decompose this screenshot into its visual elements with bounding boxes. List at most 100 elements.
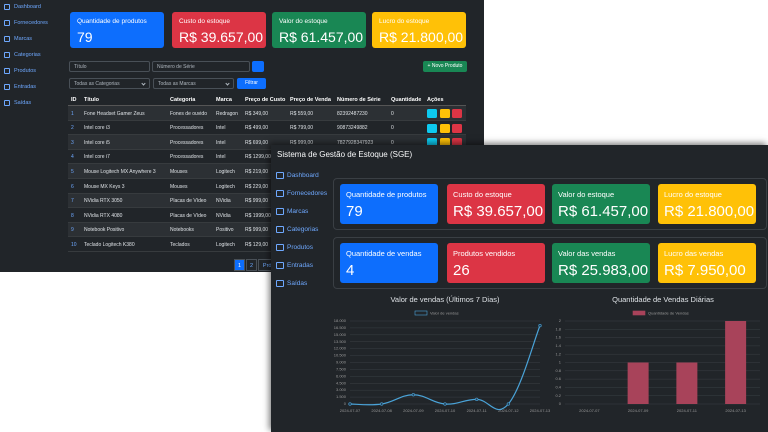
y-tick-label: 18.000: [334, 318, 347, 323]
table-cell: Mouses: [170, 183, 188, 190]
card-label: Quantidade de produtos: [346, 190, 427, 199]
y-tick-label: 0: [344, 401, 347, 406]
action-button[interactable]: [427, 123, 437, 133]
page-link[interactable]: 1: [234, 259, 245, 271]
x-tick-label: 2024-07-13: [725, 408, 746, 413]
sidebar-link[interactable]: Entradas: [14, 84, 37, 90]
table-cell: Fone Headset Gamer Zeus: [84, 110, 145, 117]
sidebar-link[interactable]: Categorias: [287, 226, 319, 233]
table-cell: Mouses: [170, 168, 188, 175]
y-tick-label: 4.500: [336, 380, 347, 385]
input-text: Título: [74, 64, 87, 70]
card-value: R$ 61.457,00: [558, 203, 649, 220]
search-button[interactable]: [252, 61, 264, 72]
action-button[interactable]: [439, 138, 450, 148]
card-value: 26: [453, 262, 470, 279]
y-tick-label: 12.000: [334, 346, 347, 351]
sidebar-link[interactable]: Marcas: [14, 36, 33, 42]
bar: [627, 362, 649, 404]
category-select[interactable]: Todas as Categorias: [69, 78, 150, 89]
card-label: Quantidade de vendas: [346, 249, 422, 258]
card-label: Produtos vendidos: [453, 249, 516, 258]
sidebar-link[interactable]: Fornecedores: [287, 190, 328, 197]
y-tick-label: 3.000: [336, 387, 347, 392]
x-tick-label: 2024-07-07: [579, 408, 600, 413]
sidebar-icon: [276, 226, 284, 233]
table-cell: R$ 699,00: [245, 139, 269, 146]
table-cell: Processadores: [170, 139, 204, 146]
table-row: [68, 120, 466, 136]
table-cell: Mouse Logitech MX Anywhere 3: [84, 168, 156, 175]
stat-card: Lucro do estoque R$ 21.800,00: [658, 184, 756, 224]
row-id: 3: [71, 139, 74, 146]
sidebar-link[interactable]: Entradas: [287, 262, 314, 269]
x-tick-label: 2024-07-10: [435, 408, 456, 413]
legend-swatch: [414, 310, 428, 316]
input-text: Todas as Marcas: [158, 81, 196, 87]
point: [475, 397, 479, 401]
action-button[interactable]: [452, 138, 462, 148]
brand-select[interactable]: Todas as Marcas: [153, 78, 234, 89]
sidebar-link[interactable]: Produtos: [14, 68, 37, 74]
y-tick-label: 1: [559, 360, 562, 365]
table-cell: Processadores: [170, 154, 204, 161]
table-header: Número de Série: [337, 97, 381, 103]
card-value: R$ 61.457,00: [279, 29, 364, 45]
table-header: Categoria: [170, 97, 196, 103]
title-input[interactable]: Título: [69, 61, 150, 72]
action-button[interactable]: [427, 138, 437, 148]
sidebar-icon: [276, 280, 284, 287]
table-cell: Processadores: [170, 125, 204, 132]
sidebar-link[interactable]: Dashboard: [14, 4, 41, 10]
button-text: Filtrar: [245, 80, 258, 86]
x-tick-label: 2024-07-11: [677, 408, 698, 413]
x-tick-label: 2024-07-07: [340, 408, 361, 413]
sidebar-link[interactable]: Saídas: [14, 100, 32, 106]
table-cell: R$ 999,00: [290, 139, 314, 146]
stat-card: Valor do estoque R$ 61.457,00: [272, 12, 366, 48]
table-cell: Teclado Logitech K380: [84, 241, 135, 248]
card-label: Lucro do estoque: [664, 190, 722, 199]
page-link[interactable]: 2: [246, 259, 257, 271]
card-label: Lucro do estoque: [379, 18, 430, 25]
table-cell: 90873249882: [337, 125, 368, 132]
action-button[interactable]: [452, 123, 462, 133]
sidebar-link[interactable]: Fornecedores: [14, 20, 48, 26]
table-cell: Fones de ouvido: [170, 110, 207, 117]
legend-swatch: [632, 310, 646, 316]
table-cell: 0: [391, 139, 394, 146]
action-button[interactable]: [452, 109, 462, 118]
filter-button[interactable]: Filtrar: [237, 78, 266, 89]
y-tick-label: 1.8: [555, 326, 561, 331]
sidebar-link[interactable]: Saídas: [287, 280, 308, 287]
sidebar-link[interactable]: Marcas: [287, 208, 309, 215]
legend-label: Valor de vendas: [430, 310, 459, 315]
card-value: R$ 39.657,00: [179, 29, 264, 45]
card-group: Quantidade de produtos 79 Custo do estoque…: [333, 178, 767, 230]
sidebar-link[interactable]: Dashboard: [287, 172, 319, 179]
table-cell: R$ 229,00: [245, 183, 269, 190]
stat-card: Valor do estoque R$ 61.457,00: [552, 184, 650, 224]
y-tick-label: 10.500: [334, 353, 347, 358]
y-tick-label: 0: [559, 401, 562, 406]
action-button[interactable]: [427, 109, 437, 118]
table-header: Quantidade: [391, 97, 422, 103]
card-group: Quantidade de vendas 4 Produtos vendidos 26…: [333, 237, 767, 289]
row-id: 5: [71, 168, 74, 175]
card-label: Lucro das vendas: [664, 249, 724, 258]
page-text: 2: [249, 262, 254, 269]
sidebar-link[interactable]: Produtos: [287, 244, 314, 251]
table-cell: R$ 999,00: [245, 198, 269, 205]
products-window: Dashboard Fornecedores Marcas Categorias Pro…: [0, 0, 484, 272]
y-tick-label: 15.000: [334, 332, 347, 337]
y-tick-label: 1.2: [555, 351, 561, 356]
card-value: 79: [77, 29, 93, 45]
sidebar-link[interactable]: Categorias: [14, 52, 41, 58]
stat-card: Custo do estoque R$ 39.657,00: [172, 12, 266, 48]
action-button[interactable]: [439, 123, 450, 133]
table-cell: 0: [391, 125, 394, 132]
new-product-button[interactable]: + Novo Produto: [423, 61, 467, 72]
serial-input[interactable]: Número de Série: [152, 61, 250, 72]
action-button[interactable]: [439, 109, 450, 118]
